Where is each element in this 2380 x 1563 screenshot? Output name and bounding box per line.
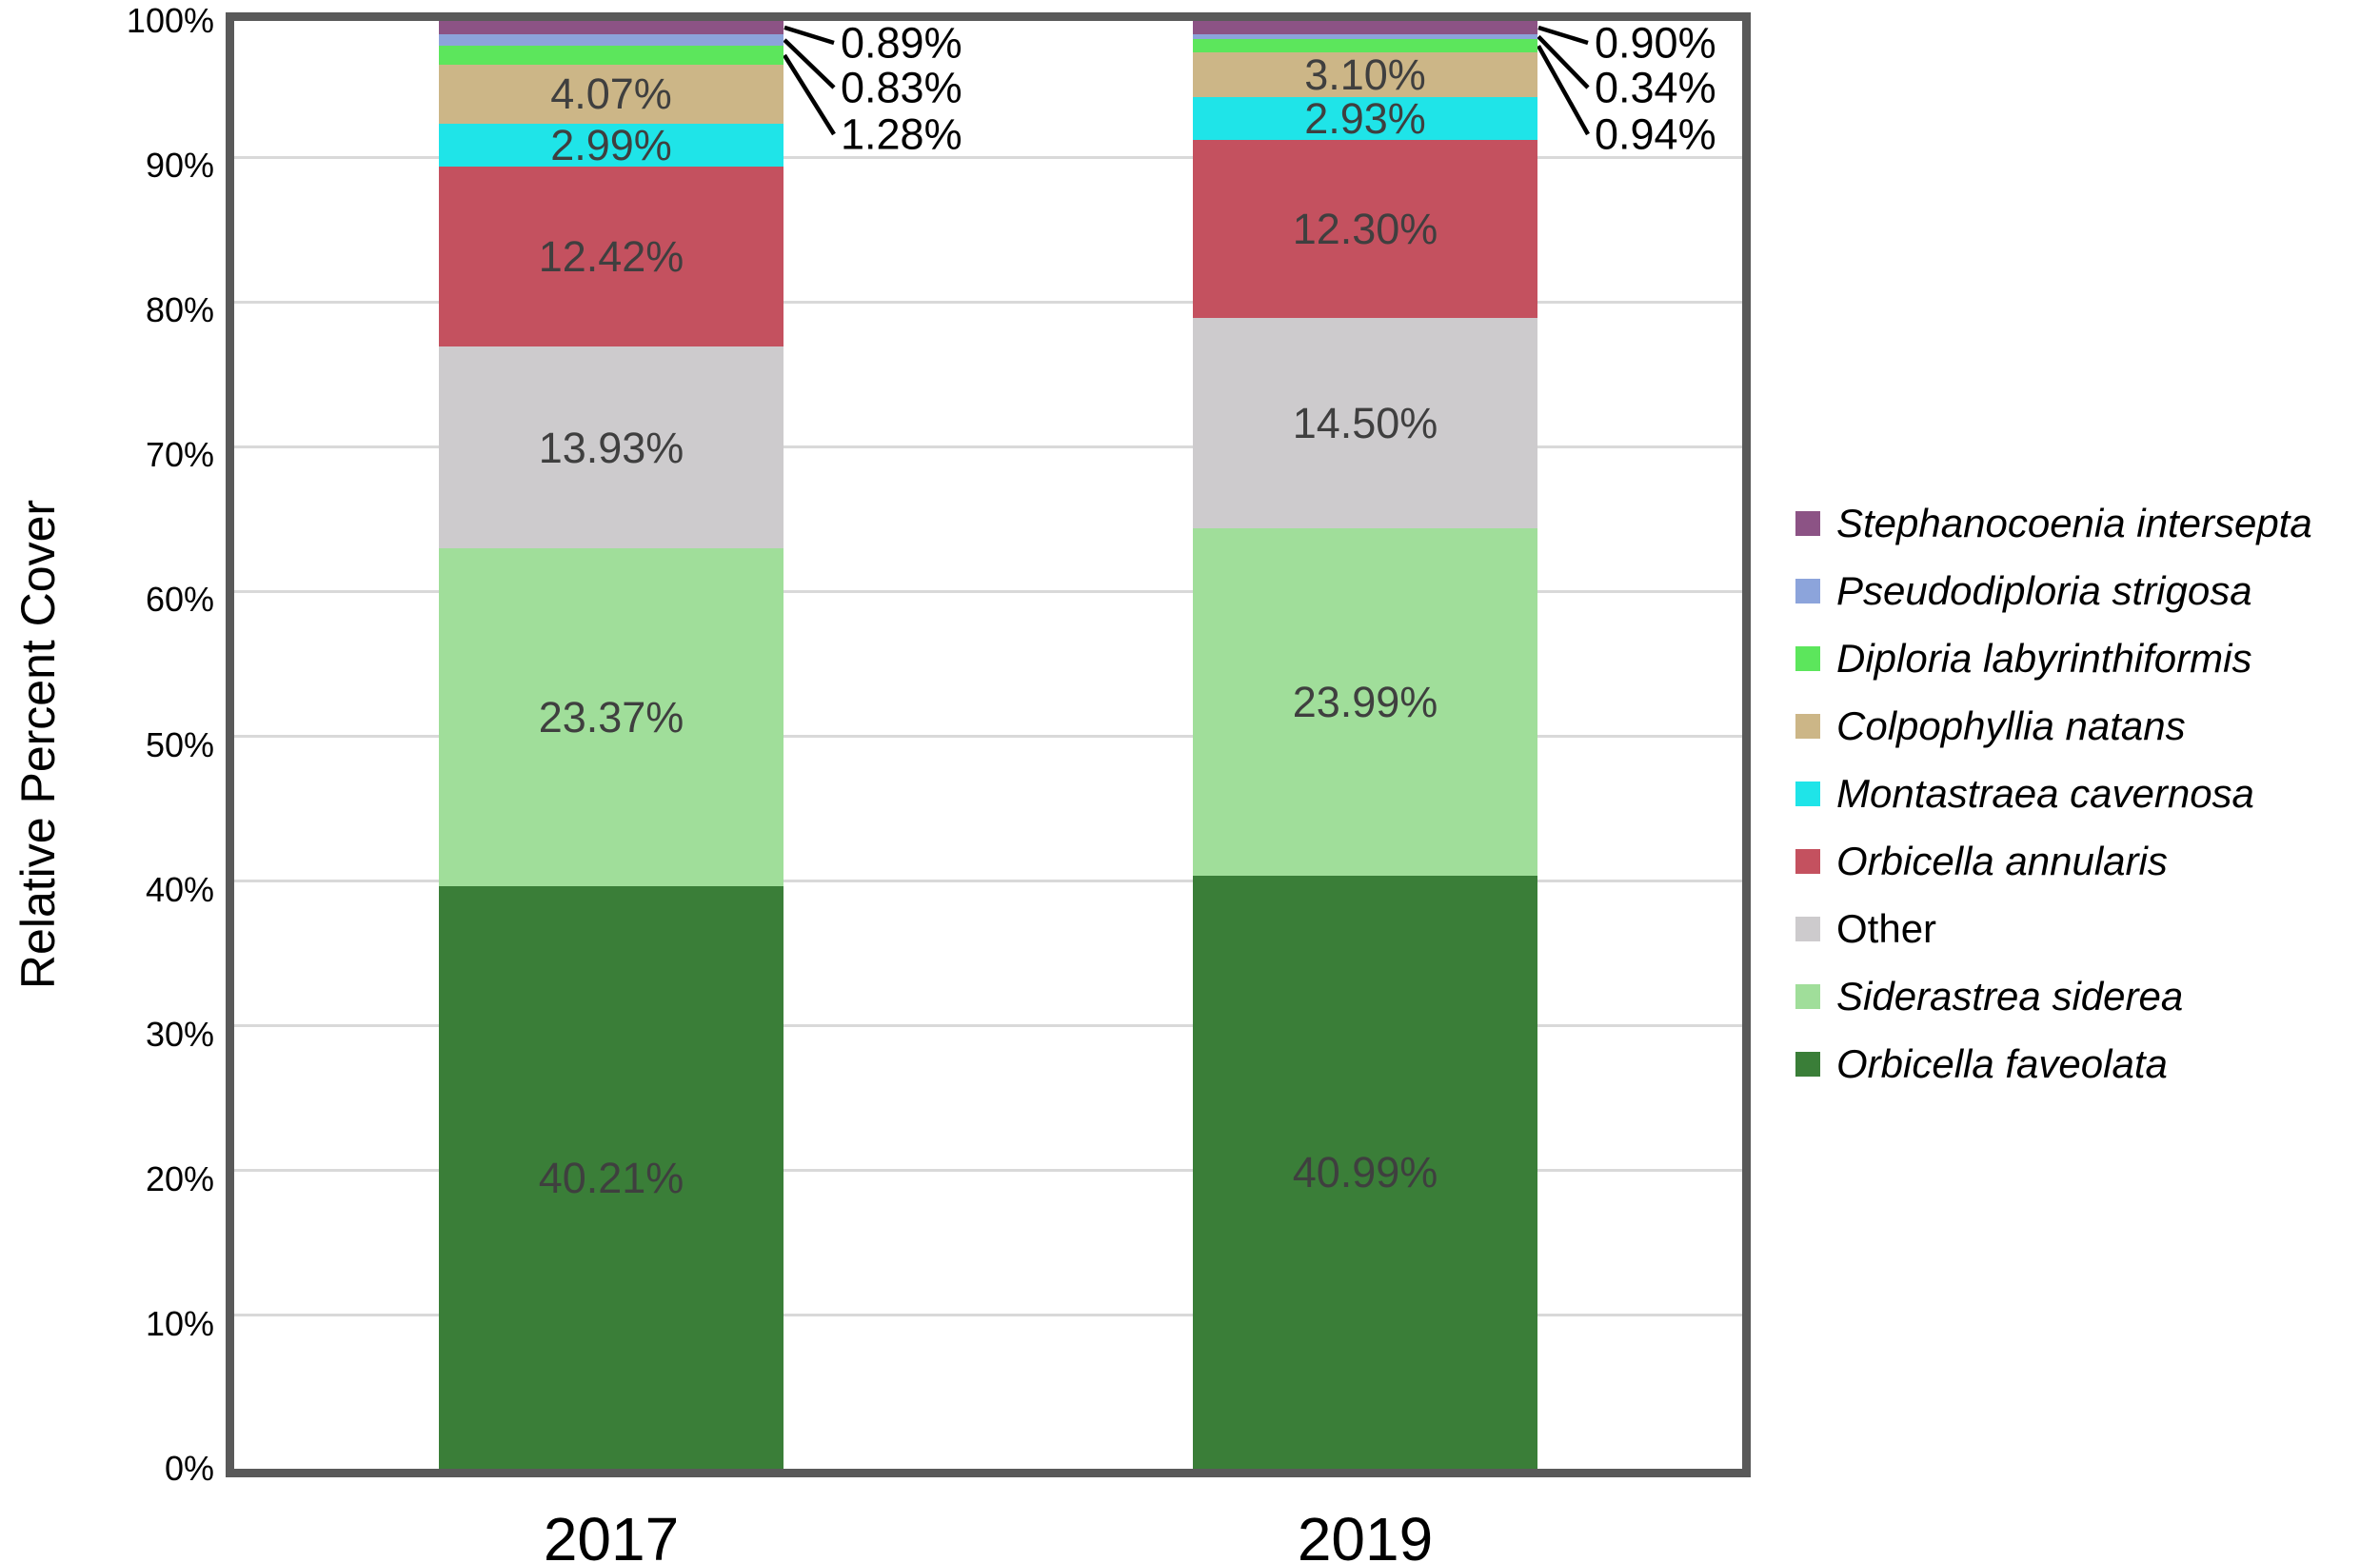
legend-label: Orbicella annularis xyxy=(1836,839,2168,883)
legend-label: Orbicella faveolata xyxy=(1836,1041,2168,1086)
legend: Stephanocoenia intersepta Pseudodiploria … xyxy=(1795,502,2312,1086)
gridline-20 xyxy=(234,1169,1742,1173)
legend-item: Orbicella annularis xyxy=(1795,840,2312,883)
bar-segment xyxy=(439,46,783,65)
gridline-90 xyxy=(234,155,1742,159)
segment-data-label: 23.37% xyxy=(538,693,684,742)
bar-segment xyxy=(439,21,783,34)
legend-swatch xyxy=(1795,849,1820,874)
legend-label: Colpophyllia natans xyxy=(1836,703,2186,748)
bar-segment: 14.50% xyxy=(1193,318,1537,528)
bar-segment xyxy=(1193,33,1537,40)
y-tick-label: 10% xyxy=(145,1303,214,1343)
gridline-60 xyxy=(234,589,1742,593)
gridline-70 xyxy=(234,445,1742,448)
bar-segment: 13.93% xyxy=(439,346,783,548)
y-tick-label: 80% xyxy=(145,290,214,330)
bar-segment: 4.07% xyxy=(439,64,783,124)
segment-data-label: 12.42% xyxy=(538,232,684,282)
callout-data-label: 0.89% xyxy=(841,18,962,68)
callout-data-label: 0.90% xyxy=(1595,18,1716,68)
legend-swatch xyxy=(1795,579,1820,603)
bar-2017: 40.21% 23.37% 13.93% 12.42% 2.99% 4.07% xyxy=(439,21,783,1469)
y-tick-label: 30% xyxy=(145,1014,214,1054)
callout-data-label: 0.34% xyxy=(1595,63,1716,112)
y-tick-label: 0% xyxy=(164,1449,214,1488)
gridline-50 xyxy=(234,735,1742,738)
legend-swatch xyxy=(1795,714,1820,739)
segment-data-label: 2.93% xyxy=(1304,94,1426,144)
segment-data-label: 23.99% xyxy=(1292,677,1438,726)
bar-segment: 40.21% xyxy=(439,886,783,1469)
gridline-80 xyxy=(234,300,1742,304)
bar-segment: 2.99% xyxy=(439,120,783,169)
gridline-40 xyxy=(234,880,1742,883)
legend-swatch xyxy=(1795,511,1820,536)
segment-data-label: 3.10% xyxy=(1304,50,1426,100)
legend-swatch xyxy=(1795,984,1820,1009)
bar-segment: 12.42% xyxy=(439,167,783,347)
legend-swatch xyxy=(1795,917,1820,941)
legend-item: Orbicella faveolata xyxy=(1795,1042,2312,1086)
bar-segment xyxy=(439,33,783,47)
y-tick-label: 50% xyxy=(145,724,214,764)
legend-item: Pseudodiploria strigosa xyxy=(1795,569,2312,613)
bar-segment: 3.10% xyxy=(1193,50,1537,100)
bar-segment: 2.93% xyxy=(1193,97,1537,140)
bar-2019: 40.99% 23.99% 14.50% 12.30% 2.93% 3.10% xyxy=(1193,21,1537,1469)
legend-item: Diploria labyrinthiformis xyxy=(1795,637,2312,681)
legend-label: Siderastrea siderea xyxy=(1836,974,2184,1019)
bar-segment xyxy=(1193,39,1537,53)
legend-label: Pseudodiploria strigosa xyxy=(1836,568,2252,613)
y-tick-label: 70% xyxy=(145,435,214,475)
x-axis-label: 2017 xyxy=(543,1505,680,1563)
legend-item: Colpophyllia natans xyxy=(1795,704,2312,748)
legend-swatch xyxy=(1795,646,1820,671)
legend-item: Other xyxy=(1795,907,2312,951)
segment-data-label: 40.21% xyxy=(538,1153,684,1202)
y-tick-label: 60% xyxy=(145,580,214,620)
segment-data-label: 2.99% xyxy=(550,120,672,169)
y-tick-label: 90% xyxy=(145,146,214,186)
bar-segment: 23.99% xyxy=(1193,527,1537,876)
bar-segment: 12.30% xyxy=(1193,140,1537,319)
legend-item: Stephanocoenia intersepta xyxy=(1795,502,2312,545)
y-tick-label: 100% xyxy=(126,1,214,40)
legend-label: Diploria labyrinthiformis xyxy=(1836,636,2252,681)
callout-data-label: 0.83% xyxy=(841,63,962,112)
segment-data-label: 13.93% xyxy=(538,423,684,472)
segment-data-label: 14.50% xyxy=(1292,398,1438,447)
legend-label: Stephanocoenia intersepta xyxy=(1836,501,2312,545)
y-tick-label: 40% xyxy=(145,869,214,909)
legend-label: Other xyxy=(1836,906,1937,951)
bar-segment: 40.99% xyxy=(1193,875,1537,1469)
gridline-10 xyxy=(234,1314,1742,1317)
x-axis-label: 2019 xyxy=(1297,1505,1434,1563)
legend-swatch xyxy=(1795,1052,1820,1077)
bar-segment xyxy=(1193,21,1537,34)
segment-data-label: 40.99% xyxy=(1292,1147,1438,1197)
legend-item: Montastraea cavernosa xyxy=(1795,772,2312,816)
gridline-30 xyxy=(234,1024,1742,1028)
segment-data-label: 4.07% xyxy=(550,69,672,119)
segment-data-label: 12.30% xyxy=(1292,205,1438,254)
y-tick-label: 20% xyxy=(145,1158,214,1198)
legend-swatch xyxy=(1795,782,1820,806)
bar-segment: 23.37% xyxy=(439,547,783,887)
legend-item: Siderastrea siderea xyxy=(1795,975,2312,1019)
callout-data-label: 0.94% xyxy=(1595,109,1716,159)
callout-data-label: 1.28% xyxy=(841,109,962,159)
legend-label: Montastraea cavernosa xyxy=(1836,771,2254,816)
